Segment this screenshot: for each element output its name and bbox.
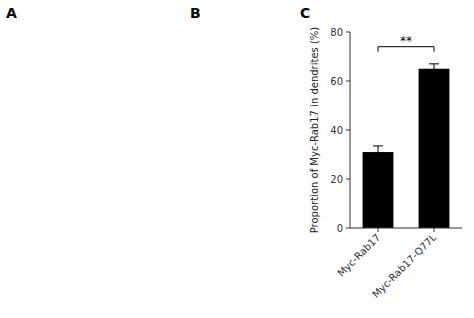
chart: A B C 0 20 40 60 80 Proportion of Myc-Rab17 in d… bbox=[0, 0, 474, 318]
significance-label: ** bbox=[400, 34, 412, 48]
error-bar bbox=[429, 64, 439, 74]
y-tick bbox=[346, 32, 350, 33]
bar bbox=[419, 69, 450, 228]
y-tick-label: 60 bbox=[330, 76, 343, 87]
panel-label: B bbox=[190, 5, 201, 21]
y-tick-label: 40 bbox=[330, 125, 343, 136]
plot-marks bbox=[363, 64, 450, 228]
y-tick-label: 80 bbox=[330, 27, 343, 38]
panel-label: A bbox=[6, 5, 17, 21]
error-cap bbox=[373, 158, 383, 159]
y-tick bbox=[346, 81, 350, 82]
x-axis bbox=[350, 228, 462, 229]
x-tick-label: Myc-Rab17-Q77L bbox=[370, 231, 439, 300]
y-axis-label: Proportion of Myc-Rab17 in dendrites (%) bbox=[309, 27, 320, 234]
error-line bbox=[378, 146, 379, 158]
panel-label: C bbox=[300, 5, 310, 21]
x-tick bbox=[434, 228, 435, 232]
y-tick-label: 20 bbox=[330, 174, 343, 185]
error-cap bbox=[429, 73, 439, 74]
y-tick bbox=[346, 179, 350, 180]
y-tick bbox=[346, 130, 350, 131]
error-cap bbox=[373, 145, 383, 146]
x-tick bbox=[378, 228, 379, 232]
y-tick-label: 0 bbox=[337, 223, 343, 234]
error-bar bbox=[373, 146, 383, 158]
y-axis bbox=[350, 32, 351, 228]
x-tick-label: Myc-Rab17 bbox=[335, 232, 382, 279]
error-cap bbox=[429, 63, 439, 64]
error-line bbox=[434, 64, 435, 74]
y-tick bbox=[346, 228, 350, 229]
bar bbox=[363, 152, 394, 228]
